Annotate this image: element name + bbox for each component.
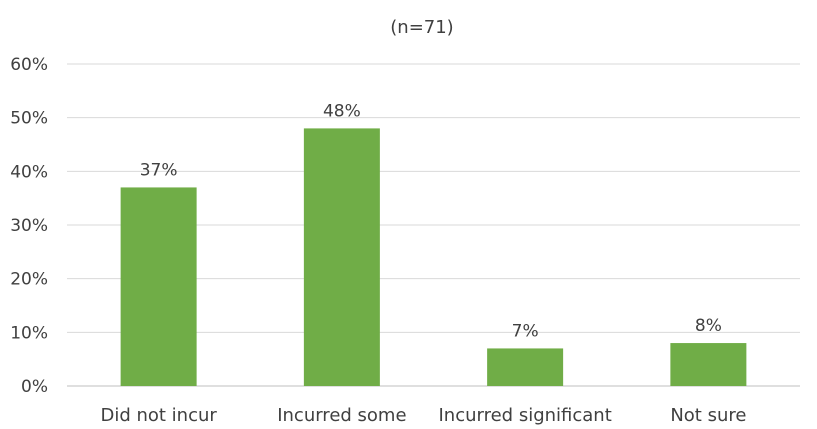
data-labels: 37% 48% 7% 8% bbox=[140, 101, 722, 341]
y-tick-label: 30% bbox=[10, 216, 48, 236]
chart-title: (n=71) bbox=[390, 17, 453, 38]
x-tick-label: Not sure bbox=[670, 405, 746, 425]
bar bbox=[487, 348, 564, 386]
y-tick-label: 40% bbox=[10, 162, 48, 182]
bar bbox=[303, 128, 380, 386]
y-tick-label: 10% bbox=[10, 323, 48, 343]
x-axis-ticks: Did not incur Incurred some Incurred signi… bbox=[100, 405, 746, 426]
x-tick-label: Incurred significant bbox=[438, 405, 611, 425]
y-tick-label: 20% bbox=[10, 270, 48, 290]
y-tick-label: 50% bbox=[10, 109, 48, 129]
y-tick-label: 0% bbox=[21, 377, 48, 397]
data-label: 48% bbox=[323, 101, 361, 121]
y-tick-label: 60% bbox=[10, 55, 48, 75]
x-tick-label: Did not incur bbox=[100, 405, 217, 425]
data-label: 8% bbox=[695, 316, 722, 336]
x-tick-label: Incurred some bbox=[277, 405, 406, 425]
bar bbox=[120, 187, 197, 386]
data-label: 37% bbox=[140, 160, 178, 180]
bar bbox=[670, 343, 747, 386]
bars bbox=[120, 128, 747, 386]
data-label: 7% bbox=[512, 321, 539, 341]
y-axis-ticks: 0% 10% 20% 30% 40% 50% 60% bbox=[10, 55, 48, 397]
